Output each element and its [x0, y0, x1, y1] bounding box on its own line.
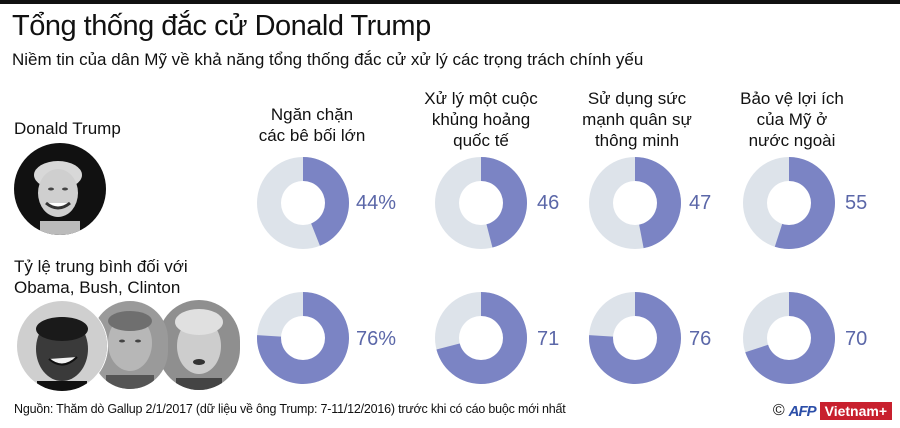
row-label-text: Donald Trump — [14, 119, 121, 138]
donut-chart — [257, 157, 349, 249]
value-label: 71 — [537, 328, 560, 350]
donut-chart — [435, 292, 527, 384]
donut-chart — [743, 157, 835, 249]
column-header-scandals: Ngăn chặn các bê bối lớn — [237, 104, 387, 146]
value-label: 46 — [537, 192, 560, 214]
page-subtitle: Niềm tin của dân Mỹ về khả năng tổng thố… — [12, 50, 644, 69]
value-label: 47 — [689, 192, 712, 214]
source-note: Nguồn: Thăm dò Gallup 2/1/2017 (dữ liệu … — [14, 402, 566, 416]
donut-chart — [589, 292, 681, 384]
clinton-photo — [158, 300, 240, 390]
value-label: 55 — [845, 192, 868, 214]
value-label: 76% — [356, 328, 397, 350]
top-bar — [0, 0, 900, 4]
copyright-icon: © — [772, 402, 785, 419]
column-header-crisis: Xử lý một cuộc khủng hoảng quốc tế — [406, 88, 556, 151]
row-label-average: Tỷ lệ trung bình đối với Obama, Bush, Cl… — [14, 256, 188, 298]
row-label-line2: Obama, Bush, Clinton — [14, 278, 181, 297]
column-header-line: các bê bối lớn — [258, 126, 366, 145]
column-header-military: Sử dụng sức mạnh quân sự thông minh — [562, 88, 712, 151]
donut-chart — [743, 292, 835, 384]
column-header-interests: Bảo vệ lợi ích của Mỹ ở nước ngoài — [717, 88, 867, 151]
donut-chart — [589, 157, 681, 249]
vietnamplus-logo: Vietnam+ — [819, 402, 892, 420]
value-label: 44% — [356, 192, 397, 214]
credit-logos: © AFP Vietnam+ — [773, 401, 892, 421]
row-label-line1: Tỷ lệ trung bình đối với — [14, 257, 188, 276]
trump-photo — [14, 143, 106, 235]
column-header-line: Bảo vệ lợi ích — [740, 89, 844, 108]
column-header-line: của Mỹ ở — [756, 110, 828, 129]
column-header-line: thông minh — [594, 131, 680, 150]
donut-chart — [257, 292, 349, 384]
column-header-line: Xử lý một cuộc — [424, 89, 538, 108]
column-header-line: Ngăn chặn — [270, 105, 354, 124]
row-label-trump: Donald Trump — [14, 118, 121, 139]
value-label: 76 — [689, 328, 712, 350]
column-header-line: quốc tế — [453, 131, 509, 150]
value-label: 70 — [845, 328, 868, 350]
column-header-line: khủng hoảng — [431, 110, 531, 129]
obama-photo — [16, 300, 108, 392]
column-header-line: mạnh quân sự — [582, 110, 692, 129]
column-header-line: nước ngoài — [748, 131, 836, 150]
afp-logo: AFP — [788, 402, 817, 420]
column-header-line: Sử dụng sức — [587, 89, 687, 108]
page-title: Tổng thống đắc cử Donald Trump — [12, 10, 431, 42]
donut-chart — [435, 157, 527, 249]
